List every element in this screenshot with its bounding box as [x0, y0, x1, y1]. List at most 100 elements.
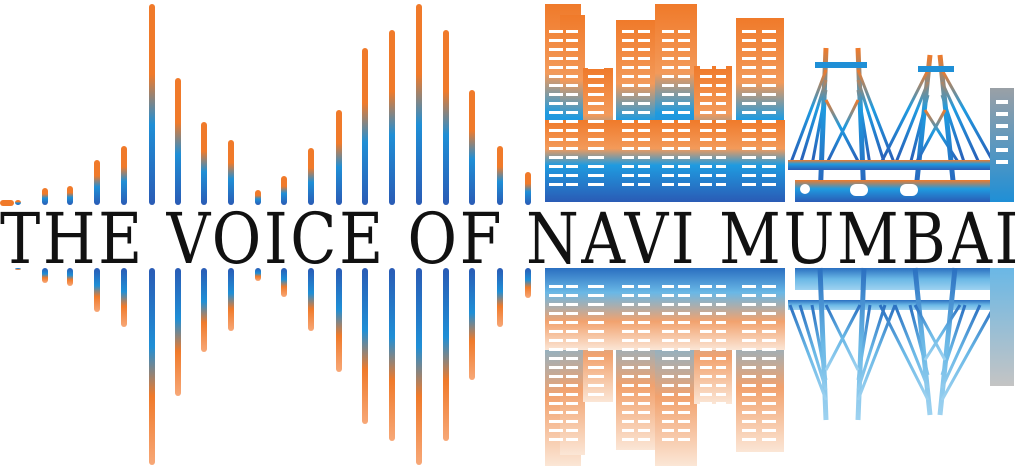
window	[762, 420, 776, 423]
window	[588, 384, 604, 387]
window	[762, 39, 776, 42]
window	[549, 156, 563, 159]
window	[662, 48, 674, 51]
window	[622, 93, 634, 96]
window	[566, 138, 578, 141]
wave-bar	[149, 4, 155, 205]
window	[742, 393, 756, 396]
window	[700, 285, 712, 288]
window	[700, 84, 712, 87]
wave-bar	[362, 48, 368, 205]
window	[678, 303, 690, 306]
window	[622, 312, 634, 315]
window	[588, 438, 604, 441]
window	[588, 30, 604, 33]
window	[638, 321, 650, 324]
window	[742, 321, 756, 324]
window	[638, 174, 650, 177]
window	[762, 330, 776, 333]
wave-bar-reflection	[281, 268, 287, 297]
window	[566, 84, 578, 87]
wave-bar	[255, 190, 261, 205]
wave-bar	[336, 110, 342, 205]
window	[622, 30, 634, 33]
window	[566, 156, 578, 159]
window	[662, 411, 674, 414]
window	[742, 30, 756, 33]
window	[762, 438, 776, 441]
window	[622, 420, 634, 423]
window	[549, 321, 563, 324]
window	[638, 294, 650, 297]
window	[622, 348, 634, 351]
window	[662, 375, 674, 378]
window	[588, 183, 604, 186]
window	[742, 294, 756, 297]
window	[566, 312, 578, 315]
window	[700, 75, 712, 78]
window	[700, 429, 712, 432]
window	[566, 120, 578, 123]
window	[678, 348, 690, 351]
window	[716, 348, 726, 351]
window	[588, 357, 604, 360]
window	[588, 156, 604, 159]
window	[662, 330, 674, 333]
window	[700, 165, 712, 168]
window	[588, 120, 604, 123]
window	[762, 111, 776, 114]
window	[716, 102, 726, 105]
window	[716, 312, 726, 315]
window	[716, 375, 726, 378]
window	[588, 375, 604, 378]
window	[566, 75, 578, 78]
window	[716, 84, 726, 87]
window	[566, 174, 578, 177]
window	[762, 48, 776, 51]
window	[566, 330, 578, 333]
window	[549, 294, 563, 297]
window	[549, 429, 563, 432]
window	[549, 357, 563, 360]
city-skyline-reflection	[545, 268, 785, 466]
window	[566, 147, 578, 150]
window	[716, 66, 726, 69]
window	[588, 174, 604, 177]
window	[662, 120, 674, 123]
cable-stayed-bridge-icon	[788, 47, 1014, 202]
window	[742, 174, 756, 177]
window	[742, 102, 756, 105]
window	[716, 39, 726, 42]
window	[622, 438, 634, 441]
window	[762, 303, 776, 306]
window	[662, 165, 674, 168]
window	[566, 366, 578, 369]
window	[678, 66, 690, 69]
window	[622, 48, 634, 51]
window	[700, 411, 712, 414]
window	[742, 348, 756, 351]
window	[549, 147, 563, 150]
window	[549, 66, 563, 69]
window	[622, 75, 634, 78]
window	[622, 429, 634, 432]
window	[566, 438, 578, 441]
window	[662, 357, 674, 360]
window	[549, 57, 563, 60]
window	[742, 129, 756, 132]
window	[742, 312, 756, 315]
window	[622, 330, 634, 333]
window	[742, 183, 756, 186]
window	[549, 312, 563, 315]
window	[700, 321, 712, 324]
window	[742, 66, 756, 69]
window	[638, 75, 650, 78]
window	[678, 84, 690, 87]
wave-bar-reflection	[94, 268, 100, 312]
window	[662, 366, 674, 369]
window	[700, 420, 712, 423]
window	[678, 147, 690, 150]
window	[716, 57, 726, 60]
wave-bar	[497, 146, 503, 205]
